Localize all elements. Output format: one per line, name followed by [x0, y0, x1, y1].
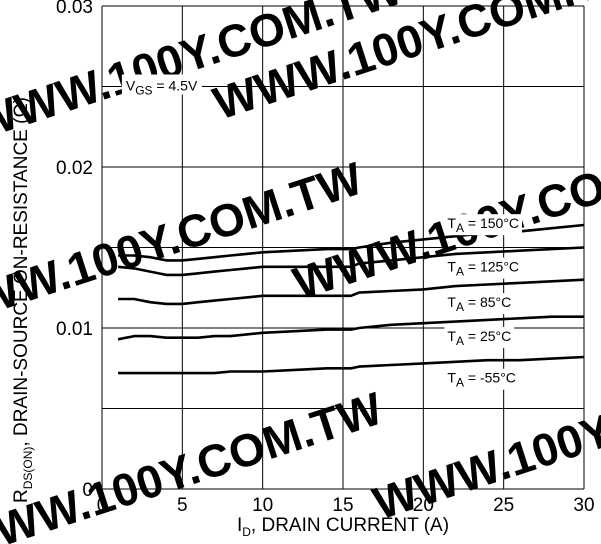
- series-label-background: [444, 326, 515, 348]
- series-label-background: [444, 293, 515, 315]
- x-tick-label: 15: [332, 495, 353, 516]
- vgs-annotation: VGS = 4.5V: [126, 78, 198, 98]
- y-tick-label: 0.02: [56, 158, 93, 179]
- watermark-text: WWW.100Y.COM.TW: [0, 152, 369, 340]
- x-tick-label: 0: [97, 495, 108, 516]
- x-tick-label: 10: [252, 495, 273, 516]
- series-label-background: [444, 368, 519, 390]
- x-tick-label: 5: [177, 495, 188, 516]
- y-axis-title: RDS(ON), DRAIN-SOURCE ON-RESISTANCE (Ω): [11, 97, 35, 503]
- series-line-1: [117, 246, 585, 277]
- series-label-0: TA = 150°C: [447, 215, 519, 235]
- x-tick-label: 30: [573, 495, 594, 516]
- series-line-3: [117, 315, 584, 341]
- y-tick-label: 0.03: [56, 0, 93, 18]
- y-tick-label: 0: [82, 480, 93, 501]
- series-label-1: TA = 125°C: [447, 259, 519, 279]
- series-label-4: TA = -55°C: [447, 370, 515, 390]
- series-line-4: [118, 355, 585, 375]
- tick-labels: 0 5 10 15 20 25 30 0 0.01 0.02 0.03: [56, 0, 595, 516]
- x-tick-label: 25: [493, 495, 514, 516]
- x-axis-title: ID, DRAIN CURRENT (A): [237, 515, 449, 539]
- vgs-annotation-background: [121, 74, 202, 95]
- series-label-3: TA = 25°C: [447, 328, 511, 348]
- series-labels: VGS = 4.5V TA = 150°C TA = 125°C TA = 85°C T…: [121, 74, 523, 390]
- series-label-background: [444, 257, 523, 279]
- series-line-2: [118, 278, 585, 306]
- series-label-background: [444, 214, 523, 236]
- x-tick-label: 20: [413, 495, 434, 516]
- series-label-2: TA = 85°C: [447, 294, 511, 314]
- y-tick-label: 0.01: [56, 319, 93, 340]
